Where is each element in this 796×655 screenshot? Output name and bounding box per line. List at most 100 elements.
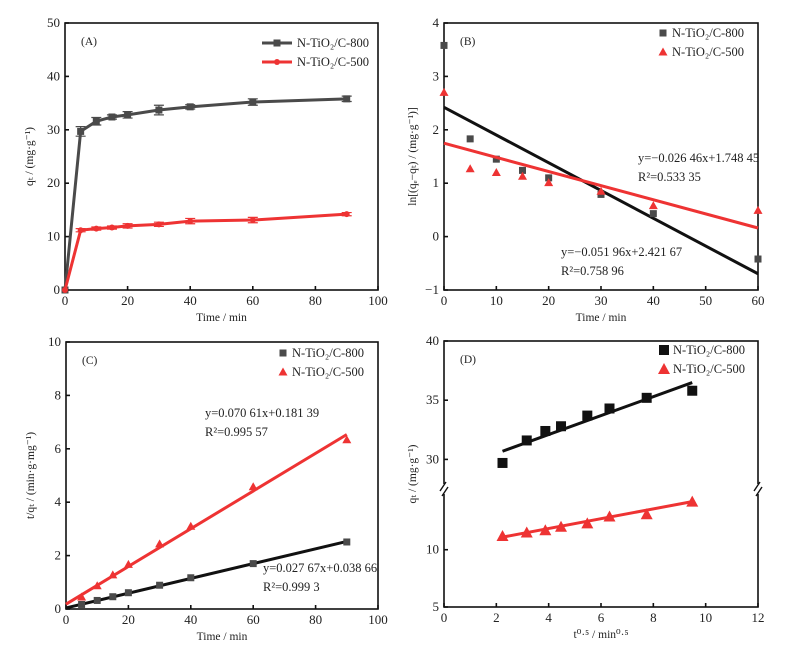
legend-label: N-TiO₂/C-800 (292, 346, 364, 360)
data-point (659, 29, 667, 37)
x-tick-label: 60 (246, 293, 259, 308)
x-axis-label: t⁰·⁵ / min⁰·⁵ (574, 629, 629, 641)
x-tick-label: 30 (595, 293, 608, 308)
data-point (492, 155, 500, 163)
axis-break-gap (440, 484, 448, 494)
y-tick-label: −1 (425, 282, 439, 297)
x-tick-label: 80 (309, 293, 322, 308)
x-tick-label: 4 (545, 610, 552, 625)
fit-equation: y=−0.051 96x+2.421 67 (561, 245, 682, 259)
legend-label: N-TiO₂/C-500 (292, 365, 364, 379)
y-axis-label: t/qₜ / (min·g·mg⁻¹) (25, 432, 37, 519)
series-800 (497, 381, 698, 468)
y-tick-label: 40 (426, 333, 439, 348)
fit-equation: y=0.070 61x+0.181 39 (205, 406, 319, 420)
series-500 (496, 495, 699, 541)
data-point (92, 117, 100, 125)
data-point (342, 435, 352, 444)
data-point (753, 205, 763, 214)
data-point (249, 98, 257, 106)
fit-equation: y=0.027 67x+0.038 66 (263, 561, 377, 575)
x-tick-label: 0 (441, 293, 448, 308)
data-point (156, 581, 164, 589)
y-tick-label: 0 (433, 229, 440, 244)
y-tick-label: 10 (47, 229, 60, 244)
data-point (93, 596, 101, 604)
y-tick-label: 40 (47, 68, 60, 83)
x-tick-label: 60 (247, 612, 260, 627)
data-point (77, 127, 85, 135)
panel-b (439, 22, 763, 291)
fit-r-squared: R²=0.995 57 (205, 425, 268, 439)
legend-label: N-TiO₂/C-800 (672, 26, 744, 40)
y-tick-label: 2 (55, 548, 62, 563)
y-tick-label: 50 (47, 15, 60, 30)
fit-r-squared: R²=0.999 3 (263, 580, 320, 594)
data-point (109, 593, 117, 601)
panel-label: (C) (82, 355, 98, 367)
x-tick-label: 8 (650, 610, 657, 625)
x-axis-label: Time / min (576, 312, 627, 324)
data-point (582, 410, 593, 421)
data-point (466, 135, 474, 143)
data-point (77, 592, 87, 601)
data-point (497, 457, 508, 468)
plot-frame (65, 341, 379, 610)
series-800 (65, 538, 351, 610)
data-point (540, 425, 551, 436)
data-point (686, 495, 699, 507)
fit-line (65, 433, 348, 606)
data-point (649, 210, 657, 218)
data-point (155, 539, 165, 548)
data-point (596, 186, 606, 195)
fit-line (443, 141, 759, 230)
series-500 (62, 211, 352, 293)
data-point (343, 211, 350, 218)
x-tick-label: 10 (490, 293, 503, 308)
x-tick-label: 50 (699, 293, 712, 308)
data-point (545, 174, 553, 182)
x-tick-label: 40 (647, 293, 660, 308)
y-tick-label: 0 (54, 282, 61, 297)
data-point (539, 524, 552, 536)
data-point (93, 225, 100, 232)
x-tick-label: 40 (184, 612, 197, 627)
data-point (124, 589, 132, 597)
panel-label: (D) (460, 354, 476, 366)
data-point (659, 345, 669, 355)
x-tick-label: 0 (62, 293, 69, 308)
panel-a (61, 22, 379, 294)
y-tick-label: 4 (433, 15, 440, 30)
data-point (491, 168, 501, 177)
axis-break-mark (753, 481, 763, 497)
data-point (439, 87, 449, 96)
x-tick-label: 60 (752, 293, 765, 308)
x-tick-label: 100 (368, 293, 388, 308)
data-point (78, 600, 86, 608)
panel-d (439, 340, 763, 608)
y-tick-label: 5 (433, 599, 440, 614)
data-point (187, 574, 195, 582)
data-point (520, 526, 533, 538)
data-point (123, 559, 133, 568)
y-tick-label: 0 (55, 601, 62, 616)
data-point (92, 581, 102, 590)
y-tick-label: 3 (433, 68, 440, 83)
data-point (343, 95, 351, 103)
data-point (581, 517, 594, 529)
series-line (63, 97, 347, 291)
data-point (108, 113, 116, 121)
data-point (555, 520, 568, 532)
data-point (519, 166, 526, 174)
data-point (687, 385, 698, 396)
data-point (278, 367, 288, 376)
x-tick-label: 20 (122, 612, 135, 627)
y-tick-label: 4 (55, 494, 62, 509)
x-axis-label: Time / min (197, 631, 248, 643)
x-tick-label: 6 (598, 610, 605, 625)
data-point (273, 39, 281, 47)
data-point (124, 111, 132, 119)
fit-line (501, 381, 693, 453)
y-tick-label: 8 (55, 387, 62, 402)
data-point (465, 164, 475, 173)
